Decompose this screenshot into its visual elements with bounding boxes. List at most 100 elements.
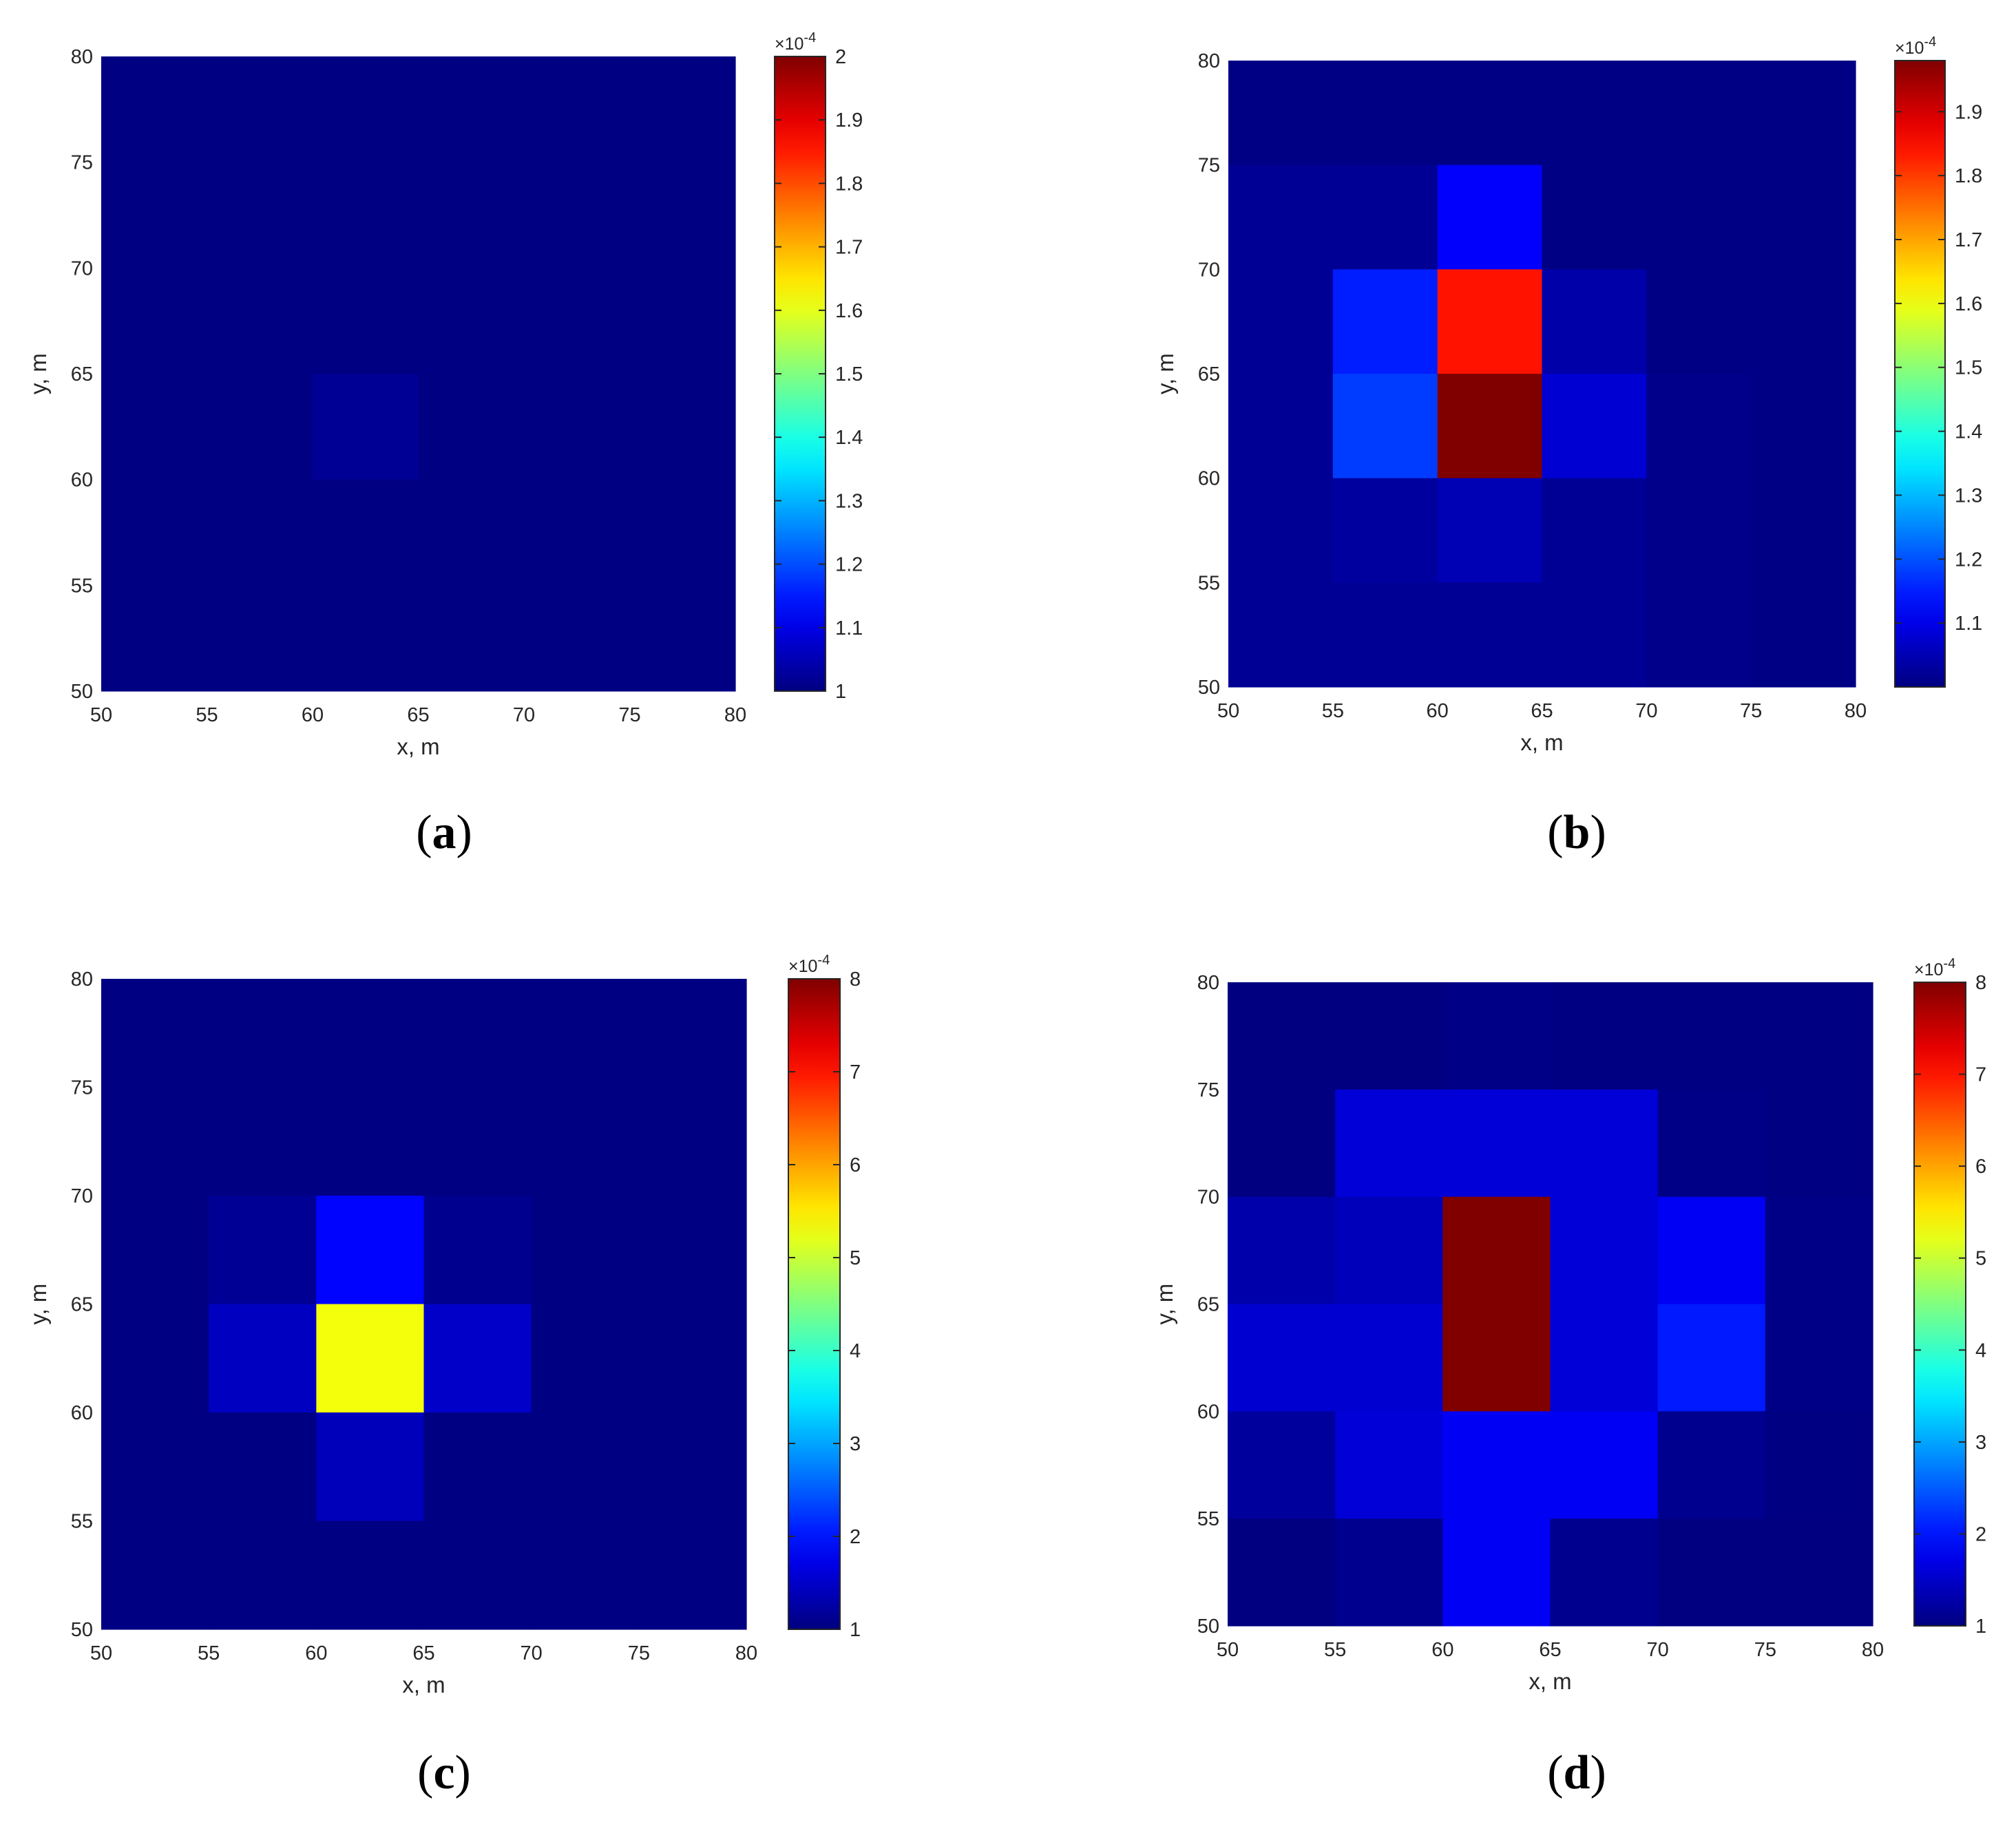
- colorbar-exponent-power: -4: [817, 953, 830, 968]
- heatmap-cell: [629, 162, 736, 268]
- heatmap-cell: [207, 479, 313, 586]
- heatmap-cell: [1550, 1411, 1659, 1519]
- heatmap-cell: [1751, 165, 1856, 270]
- heatmap-cell: [316, 1521, 425, 1630]
- heatmap-cell: [1765, 1304, 1873, 1412]
- colorbar-tick-label: 6: [850, 1154, 861, 1176]
- y-tick-label: 55: [1197, 1508, 1219, 1530]
- x-tick-label: 70: [513, 704, 535, 726]
- colorbar-tick-label: 1.4: [835, 427, 863, 449]
- heatmap-cell: [1542, 269, 1647, 374]
- colorbar-tick-label: 1.9: [1955, 101, 1982, 123]
- heatmap-cell: [207, 56, 313, 163]
- x-axis-label: x, m: [1529, 1669, 1571, 1694]
- heatmap-cell: [423, 1412, 532, 1522]
- heatmap-cell: [1437, 61, 1543, 166]
- colorbar-tick-label: 1.8: [835, 173, 863, 195]
- y-tick-label: 60: [1198, 468, 1220, 490]
- x-tick-label: 70: [521, 1642, 543, 1664]
- colorbar-tick-label: 8: [850, 968, 861, 991]
- heatmap-cell: [313, 162, 419, 268]
- y-tick-label: 70: [1197, 1187, 1219, 1209]
- heatmap-cell: [524, 268, 631, 374]
- heatmap-cell: [629, 585, 736, 692]
- heatmap-cell: [1335, 1518, 1443, 1627]
- colorbar-tick-label: 2: [835, 46, 846, 68]
- heatmap-cell: [524, 56, 631, 163]
- heatmap-cell: [101, 56, 208, 163]
- heatmap-cell: [1335, 1411, 1443, 1519]
- heatmap-cell: [524, 374, 631, 480]
- heatmap-cell: [1542, 374, 1647, 479]
- x-axis-label: x, m: [1520, 730, 1563, 755]
- caption-letter: c: [433, 1746, 454, 1799]
- colorbar-tick-label: 1.3: [1955, 485, 1982, 507]
- heatmap-cell: [1542, 61, 1647, 166]
- colorbar-tick-label: 6: [1975, 1156, 1986, 1178]
- heatmap-cell: [313, 585, 419, 692]
- y-tick-label: 75: [71, 152, 93, 174]
- colorbar-exponent-label: ×10-4: [1914, 956, 1955, 980]
- y-axis-label: y, m: [1153, 353, 1178, 394]
- colorbar-exponent-base: ×10: [788, 957, 817, 976]
- heatmap-cell: [1335, 1304, 1443, 1412]
- x-tick-label: 70: [1647, 1639, 1669, 1661]
- colorbar-exponent-base: ×10: [1895, 39, 1924, 58]
- heatmap-cell: [1657, 1196, 1766, 1305]
- x-tick-label: 60: [1431, 1639, 1453, 1661]
- panel-caption: (b): [1547, 806, 1606, 859]
- heatmap-cell: [1437, 478, 1543, 583]
- heatmap-cell: [531, 979, 640, 1088]
- y-axis-label: y, m: [1152, 1284, 1177, 1325]
- heatmap-cell: [531, 1087, 640, 1196]
- heatmap-cell: [638, 1521, 747, 1630]
- heatmap-cell: [207, 374, 313, 480]
- y-tick-label: 60: [71, 469, 93, 491]
- y-axis-label: y, m: [25, 1284, 51, 1325]
- x-tick-label: 55: [198, 1642, 220, 1664]
- x-tick-label: 55: [1322, 700, 1344, 722]
- colorbar-exponent-power: -4: [1943, 956, 1955, 971]
- y-tick-label: 80: [71, 46, 93, 68]
- heatmap-cell: [101, 1196, 209, 1305]
- x-tick-label: 60: [305, 1642, 327, 1664]
- heatmap-cell: [313, 56, 419, 163]
- heatmap-cell: [1646, 478, 1752, 583]
- caption-open-paren: (: [417, 1746, 433, 1799]
- y-tick-label: 80: [1197, 972, 1219, 994]
- heatmap-cell: [1542, 478, 1647, 583]
- heatmap-cell: [418, 585, 525, 692]
- heatmap-cell: [313, 374, 419, 480]
- heatmap-cell: [101, 1304, 209, 1413]
- colorbar-tick-label: 5: [1975, 1248, 1986, 1270]
- heatmap-cell: [1442, 1518, 1551, 1627]
- colorbar-tick-label: 1.7: [1955, 229, 1982, 251]
- heatmap-cell: [101, 979, 209, 1088]
- heatmap-cell: [1657, 982, 1766, 1090]
- heatmap-cell: [1646, 374, 1752, 479]
- y-tick-label: 65: [1197, 1294, 1219, 1316]
- heatmap-cell: [524, 479, 631, 586]
- colorbar-exponent-power: -4: [804, 30, 816, 45]
- x-tick-label: 70: [1635, 700, 1657, 722]
- y-tick-label: 70: [71, 1185, 93, 1207]
- heatmap-cell: [101, 374, 208, 480]
- heatmap-cell: [1550, 1518, 1659, 1627]
- heatmap-cell: [1765, 1411, 1873, 1519]
- heatmap-cell: [1228, 1196, 1336, 1305]
- heatmap-cell: [209, 1304, 317, 1413]
- y-tick-label: 60: [1197, 1401, 1219, 1423]
- heatmap-cell: [1646, 61, 1752, 166]
- colorbar-tick-label: 7: [850, 1061, 861, 1083]
- colorbar-tick-label: 1.6: [835, 300, 863, 322]
- y-axis-label: y, m: [25, 353, 51, 394]
- colorbar-tick-label: 2: [1975, 1523, 1986, 1545]
- heatmap-cell: [1550, 1196, 1659, 1305]
- colorbar-tick-label: 1.4: [1955, 421, 1982, 443]
- heatmap-cell: [1646, 269, 1752, 374]
- y-tick-label: 80: [1198, 50, 1220, 72]
- colorbar: [788, 978, 841, 1630]
- heatmap-cell: [1228, 478, 1334, 583]
- x-tick-label: 80: [724, 704, 746, 726]
